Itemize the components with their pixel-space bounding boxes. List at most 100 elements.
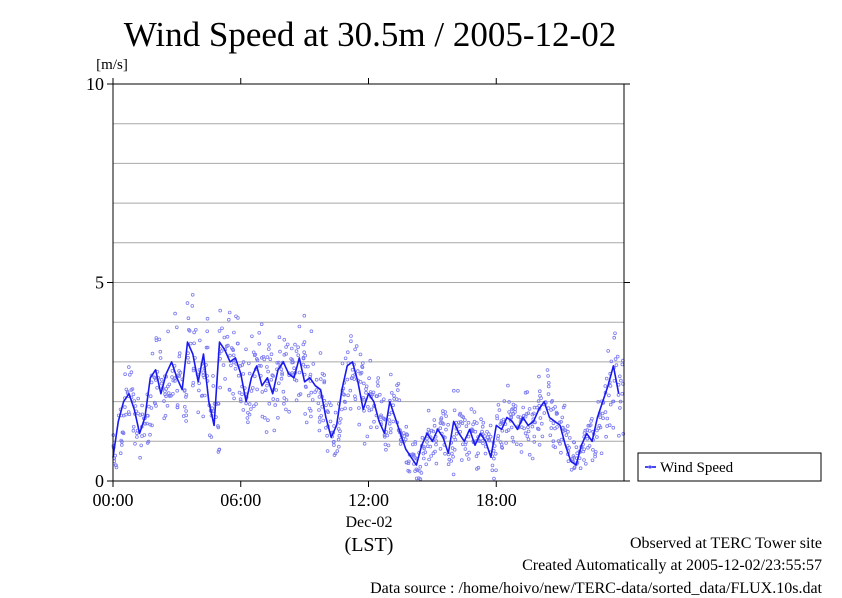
observation-point	[247, 402, 252, 406]
observation-point	[177, 351, 182, 356]
observation-point	[526, 411, 531, 416]
observation-point	[565, 424, 570, 428]
observation-point	[583, 461, 588, 466]
observation-point	[279, 376, 284, 381]
observation-point	[244, 401, 248, 406]
observation-point	[496, 434, 501, 438]
observation-point	[559, 419, 563, 424]
observation-point	[294, 398, 299, 403]
observation-point	[314, 388, 319, 392]
observation-point	[481, 420, 486, 425]
observation-point	[401, 431, 406, 435]
observation-point	[301, 356, 306, 361]
observation-point	[495, 436, 500, 441]
observation-point	[297, 324, 302, 329]
observation-point	[247, 371, 252, 376]
observation-point	[485, 429, 489, 434]
observation-point	[551, 406, 555, 411]
observation-point	[278, 349, 282, 354]
observation-point	[444, 414, 448, 418]
observation-point	[140, 403, 144, 408]
observation-point	[362, 441, 367, 446]
observation-point	[407, 469, 412, 474]
observation-point	[446, 422, 450, 427]
observation-point	[129, 370, 134, 375]
observation-point	[556, 439, 561, 443]
observation-point	[488, 434, 493, 439]
observation-point	[452, 408, 457, 413]
observation-point	[571, 454, 576, 458]
observation-point	[336, 437, 341, 442]
observation-point	[294, 349, 299, 353]
observation-point	[523, 431, 528, 436]
observation-point	[466, 457, 471, 461]
observation-point	[337, 420, 342, 425]
observation-point	[265, 383, 269, 388]
observation-point	[257, 363, 262, 368]
observation-point	[385, 433, 390, 438]
observation-point	[555, 411, 559, 416]
observation-point	[339, 407, 344, 412]
observation-point	[166, 329, 170, 334]
observation-point	[311, 362, 316, 366]
observation-point	[546, 380, 551, 385]
observation-point	[376, 376, 381, 380]
observation-point	[474, 421, 479, 425]
observation-point	[175, 388, 180, 393]
observation-point	[118, 451, 123, 456]
observation-point	[422, 446, 427, 451]
observation-point	[150, 351, 155, 356]
observation-point	[449, 459, 454, 463]
observation-point	[421, 444, 426, 449]
observation-point	[164, 387, 169, 391]
observation-point	[164, 394, 168, 399]
observation-point	[417, 469, 422, 473]
observation-point	[604, 376, 609, 381]
observation-point	[549, 426, 554, 430]
observation-point	[259, 322, 264, 327]
observation-point	[171, 391, 175, 396]
observation-point	[336, 427, 341, 431]
observation-point	[603, 384, 608, 388]
observation-point	[474, 467, 479, 471]
observation-point	[485, 435, 490, 440]
observation-point	[444, 427, 448, 432]
observation-point	[395, 388, 400, 392]
observation-point	[329, 403, 333, 408]
observation-point	[227, 388, 232, 392]
observation-point	[434, 461, 439, 466]
observation-point	[404, 432, 409, 437]
observation-point	[566, 459, 571, 464]
observation-point	[139, 443, 144, 448]
observation-point	[359, 370, 364, 375]
observation-point	[237, 390, 242, 395]
observation-point	[598, 425, 603, 430]
y-tick-label: 10	[86, 74, 104, 94]
observation-point	[310, 398, 315, 402]
observation-point	[365, 434, 370, 439]
x-axis-ticks: 00:00 06:00 12:00 18:00	[92, 78, 517, 510]
observation-point	[238, 363, 243, 368]
observation-point	[471, 422, 475, 427]
observation-point	[145, 421, 149, 426]
observation-point	[264, 430, 269, 434]
observation-point	[604, 434, 608, 439]
observation-point	[285, 342, 290, 347]
observation-point	[269, 377, 274, 382]
observation-point	[549, 400, 554, 404]
observation-point	[563, 428, 568, 433]
observation-point	[128, 372, 132, 377]
observation-point	[519, 442, 523, 447]
observation-point	[275, 360, 280, 365]
observation-point	[572, 465, 577, 470]
observation-point	[561, 405, 566, 410]
observation-point	[162, 399, 166, 403]
observation-point	[304, 385, 308, 389]
observation-point	[145, 441, 150, 445]
observation-point	[328, 419, 333, 424]
observation-point	[521, 413, 526, 418]
observation-point	[142, 433, 147, 437]
observation-point	[469, 407, 474, 411]
observation-point	[260, 390, 265, 394]
observation-point	[309, 414, 313, 419]
